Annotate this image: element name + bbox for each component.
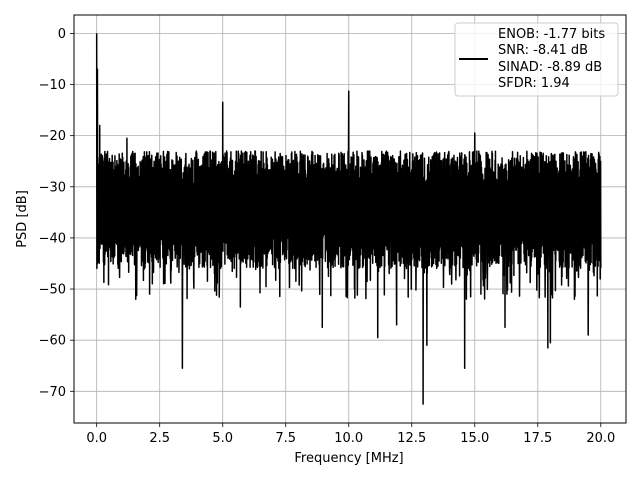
legend-box [454, 22, 619, 97]
x-axis-label: Frequency [MHz] [294, 451, 403, 466]
psd-series-line [95, 33, 602, 405]
y-tick-label: −30 [39, 180, 66, 195]
y-tick-label: −60 [39, 334, 66, 349]
x-tick-label: 0.0 [86, 431, 107, 446]
y-tick-label: 0 [58, 27, 66, 42]
x-tick-label: 20.0 [586, 431, 615, 446]
y-axis: 0 −10 −20 −30 −40 −50 −60 −70 [39, 27, 74, 400]
legend-entry-snr: SNR: -8.41 dB [498, 43, 588, 58]
y-tick-label: −50 [39, 283, 66, 298]
plot-frame [73, 14, 627, 424]
legend-entry-sinad: SINAD: -8.89 dB [498, 60, 602, 75]
x-tick-label: 2.5 [149, 431, 170, 446]
legend-entry-sfdr: SFDR: 1.94 [498, 76, 570, 91]
x-tick-label: 10.0 [334, 431, 363, 446]
x-tick-label: 7.5 [275, 431, 296, 446]
x-axis: 0.0 2.5 5.0 7.5 10.0 12.5 15.0 17.5 20.0 [86, 423, 615, 446]
legend-entry-enob: ENOB: -1.77 bits [498, 27, 605, 42]
x-tick-label: 15.0 [460, 431, 489, 446]
y-tick-label: −20 [39, 129, 66, 144]
legend: ENOB: -1.77 bits SNR: -8.41 dB SINAD: -8… [454, 22, 619, 97]
y-tick-label: −70 [39, 385, 66, 400]
y-tick-label: −40 [39, 231, 66, 246]
y-axis-label: PSD [dB] [15, 190, 30, 248]
y-tick-label: −10 [39, 78, 66, 93]
x-tick-label: 17.5 [523, 431, 552, 446]
x-tick-label: 5.0 [212, 431, 233, 446]
x-tick-label: 12.5 [397, 431, 426, 446]
